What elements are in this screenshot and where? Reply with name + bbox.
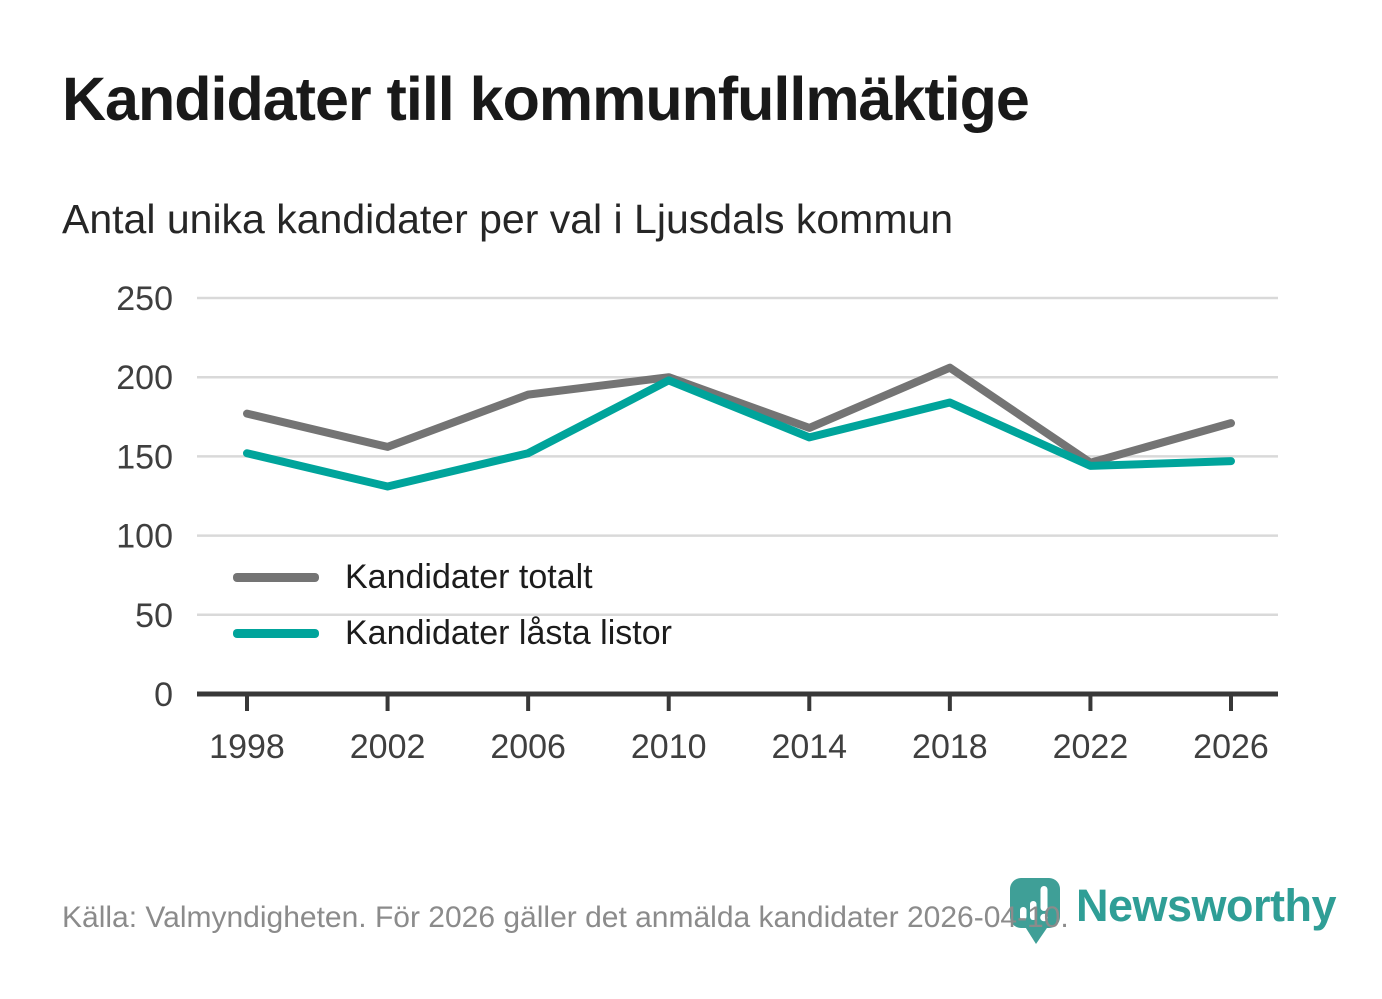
legend-label-totalt: Kandidater totalt (345, 557, 593, 596)
x-tick-label: 2014 (771, 728, 847, 766)
legend-item-lasta-listor: Kandidater låsta listor (233, 608, 672, 658)
legend-swatch-lasta-listor (233, 628, 319, 638)
y-tick-label: 200 (116, 359, 173, 397)
x-tick-label: 2026 (1193, 728, 1269, 766)
page-title: Kandidater till kommunfullmäktige (62, 65, 1030, 133)
chart-subtitle: Antal unika kandidater per val i Ljusdal… (62, 196, 954, 242)
source-note: Källa: Valmyndigheten. För 2026 gäller d… (62, 901, 1069, 934)
x-tick-label: 1998 (209, 728, 285, 766)
line-series-1 (243, 376, 1235, 491)
legend-item-totalt: Kandidater totalt (233, 552, 672, 602)
x-tick-label: 2022 (1053, 728, 1129, 766)
newsworthy-logo (1008, 876, 1074, 951)
y-tick-label: 150 (116, 438, 173, 476)
y-tick-label: 50 (135, 597, 173, 635)
x-tick-label: 2002 (350, 728, 426, 766)
line-series-0 (243, 363, 1235, 467)
x-tick-label: 2018 (912, 728, 988, 766)
legend-swatch-totalt (233, 572, 319, 582)
x-tick-label: 2006 (490, 728, 566, 766)
x-tick-label: 2010 (631, 728, 707, 766)
legend-label-lasta-listor: Kandidater låsta listor (345, 613, 672, 652)
chart-legend: Kandidater totalt Kandidater låsta listo… (233, 552, 672, 658)
y-tick-label: 0 (154, 676, 173, 714)
brand-wordmark: Newsworthy (1076, 880, 1337, 931)
bar-chart-pin-icon (1010, 878, 1060, 944)
y-tick-label: 250 (116, 280, 173, 318)
y-tick-label: 100 (116, 518, 173, 556)
